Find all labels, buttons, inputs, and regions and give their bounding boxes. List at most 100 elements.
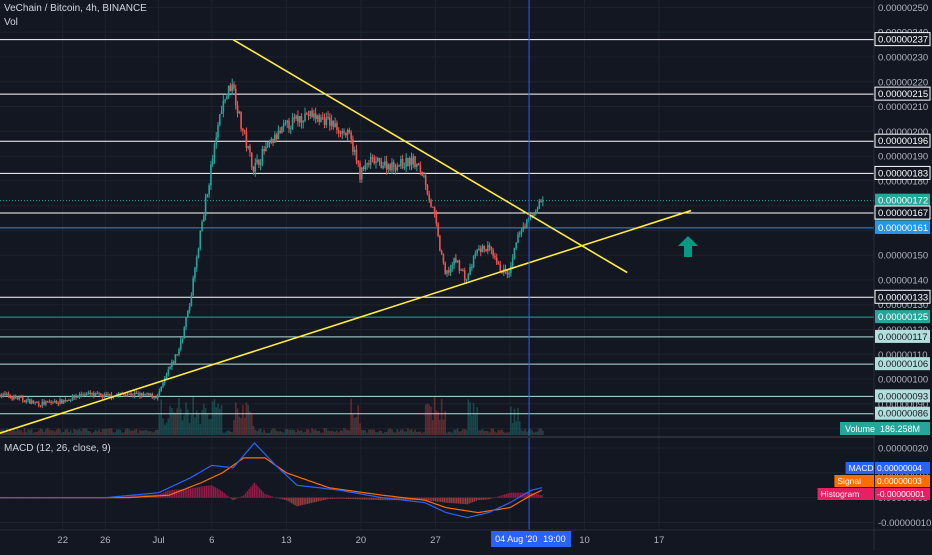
volume-bar xyxy=(452,433,454,435)
volume-bar xyxy=(498,430,500,435)
candle-body xyxy=(127,394,129,396)
candle-body xyxy=(237,105,239,113)
volume-bar xyxy=(223,433,225,435)
candle-body xyxy=(160,387,162,391)
volume-bar xyxy=(384,432,386,435)
last-price-badge[interactable]: 0.00000172 xyxy=(875,194,930,207)
volume-bar xyxy=(114,433,116,435)
candle-body xyxy=(450,268,452,272)
candle-body xyxy=(265,147,267,151)
macd-histogram-bar xyxy=(332,498,333,499)
volume-bar xyxy=(18,430,20,435)
candle-body xyxy=(97,393,99,394)
macd-histogram-bar xyxy=(490,498,491,499)
volume-bar xyxy=(349,431,351,435)
candle-body xyxy=(292,117,294,128)
volume-bar xyxy=(45,429,47,435)
volume-bar xyxy=(443,420,445,435)
volume-bar xyxy=(294,430,296,435)
candle-body xyxy=(459,261,461,271)
volume-bar xyxy=(166,422,168,435)
macd-badge-histogram: Histogram-0.00000001 xyxy=(818,488,930,500)
price-level-badge[interactable]: 0.00000117 xyxy=(875,330,930,343)
macd-histogram-bar xyxy=(492,498,493,499)
candle-body xyxy=(239,112,241,113)
candle-body xyxy=(105,394,107,395)
candle-body xyxy=(421,172,423,176)
macd-histogram-bar xyxy=(445,498,446,503)
candle-body xyxy=(294,117,296,118)
volume-bar xyxy=(121,433,123,435)
price-level-badge[interactable]: 0.00000183 xyxy=(875,166,930,179)
volume-bar xyxy=(251,414,253,435)
candle-body xyxy=(183,327,185,338)
candle-body xyxy=(467,274,469,279)
candle-body xyxy=(136,393,138,394)
macd-histogram-bar xyxy=(220,490,221,497)
price-level-badge[interactable]: 0.00000237 xyxy=(875,33,930,46)
candle-body xyxy=(235,89,237,106)
volume-bar xyxy=(178,398,180,435)
price-level-badge[interactable]: 0.00000161 xyxy=(875,221,930,234)
volume-bar xyxy=(428,405,430,435)
price-level-badge[interactable]: 0.00000133 xyxy=(875,290,930,303)
price-level-badge[interactable]: 0.00000215 xyxy=(875,87,930,100)
x-tick-label: 6 xyxy=(209,535,214,546)
macd-histogram-bar xyxy=(316,498,317,502)
candle-body xyxy=(34,402,36,403)
candle-body xyxy=(199,231,201,249)
volume-bar xyxy=(237,409,239,435)
price-level-badge[interactable]: 0.00000167 xyxy=(875,206,930,219)
candle-body xyxy=(212,158,214,164)
price-level-badge-text: 0.00000125 xyxy=(878,312,928,323)
volume-bar xyxy=(409,430,411,435)
candle-body xyxy=(521,230,523,232)
candle-body xyxy=(306,114,308,115)
volume-bar xyxy=(230,432,232,435)
volume-bar xyxy=(116,429,118,435)
volume-bar xyxy=(111,428,113,435)
volume-bar xyxy=(405,431,407,435)
candle-body xyxy=(141,393,143,396)
price-level-badge[interactable]: 0.00000086 xyxy=(875,407,930,420)
candle-body xyxy=(210,165,212,186)
macd-histogram-bar xyxy=(312,498,313,503)
macd-histogram-bar xyxy=(234,498,235,500)
macd-histogram-bar xyxy=(447,498,448,503)
price-level-badge[interactable]: 0.00000196 xyxy=(875,134,930,147)
candle-body xyxy=(405,158,407,167)
volume-bar xyxy=(143,431,145,435)
candle-body xyxy=(512,258,514,265)
macd-histogram-bar xyxy=(456,498,457,504)
macd-histogram-bar xyxy=(280,498,281,499)
candle-body xyxy=(542,200,544,201)
volume-bar xyxy=(139,430,141,435)
candle-body xyxy=(357,161,359,164)
volume-bar xyxy=(194,417,196,435)
macd-histogram-bar xyxy=(291,498,292,504)
macd-histogram-bar xyxy=(271,496,272,497)
macd-histogram-bar xyxy=(252,485,253,498)
volume-bar xyxy=(325,428,327,435)
volume-bar xyxy=(308,430,310,435)
price-level-badge[interactable]: 0.00000125 xyxy=(875,310,930,323)
volume-bar xyxy=(254,430,256,435)
macd-histogram-bar xyxy=(350,498,351,499)
volume-bar xyxy=(462,429,464,435)
volume-bar xyxy=(499,430,501,435)
macd-histogram-bar xyxy=(215,487,216,497)
volume-bar xyxy=(537,432,539,435)
price-level-badge[interactable]: 0.00000106 xyxy=(875,357,930,370)
candle-body xyxy=(404,167,406,168)
volume-bar xyxy=(89,431,91,435)
volume-bar xyxy=(95,430,97,435)
volume-bar xyxy=(322,433,324,435)
macd-histogram-bar xyxy=(472,498,473,503)
volume-bar xyxy=(542,431,544,435)
price-level-badge[interactable]: 0.00000093 xyxy=(875,389,930,402)
volume-bar xyxy=(327,431,329,435)
